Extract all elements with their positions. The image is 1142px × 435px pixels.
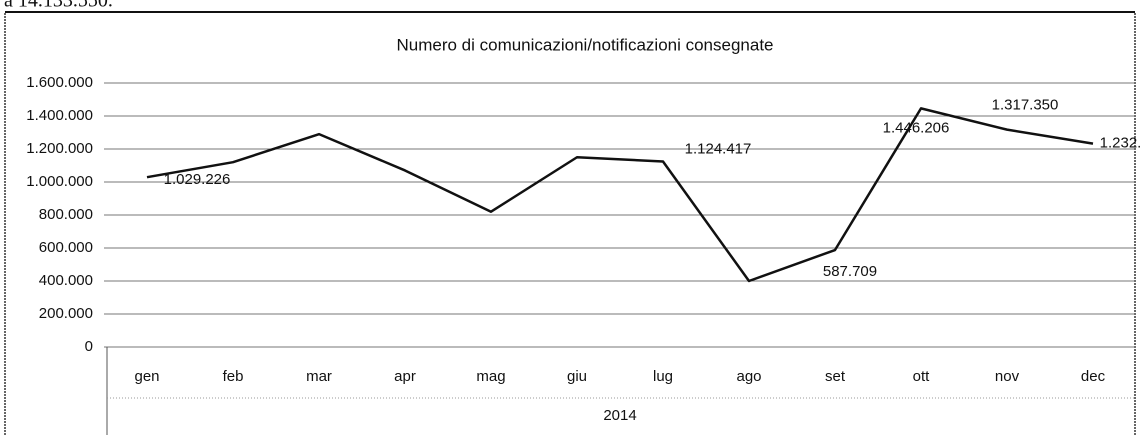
x-tick-label: ago	[736, 368, 761, 385]
data-label: 1.232.723	[1100, 135, 1142, 152]
y-tick-label: 0	[85, 338, 93, 355]
x-tick-label: apr	[394, 368, 416, 385]
y-tick-label: 1.000.000	[26, 173, 93, 190]
y-tick-label: 800.000	[39, 206, 93, 223]
x-tick-label: set	[825, 368, 846, 385]
data-label: 1.446.206	[883, 119, 950, 136]
x-tick-label: gen	[134, 368, 159, 385]
y-tick-label: 400.000	[39, 272, 93, 289]
data-label: 587.709	[823, 263, 877, 280]
x-tick-label: lug	[653, 368, 673, 385]
y-tick-label: 1.200.000	[26, 140, 93, 157]
x-axis-label: 2014	[603, 407, 636, 424]
y-tick-label: 1.600.000	[26, 74, 93, 91]
x-tick-label: nov	[995, 368, 1020, 385]
x-tick-label: ott	[913, 368, 931, 385]
x-tick-label: feb	[223, 368, 244, 385]
x-tick-label: dec	[1081, 368, 1106, 385]
data-label: 1.317.350	[992, 97, 1059, 114]
y-tick-label: 600.000	[39, 239, 93, 256]
x-tick-label: mag	[476, 368, 505, 385]
y-tick-label: 1.400.000	[26, 107, 93, 124]
x-tick-label: giu	[567, 368, 587, 385]
line-series	[146, 107, 1094, 283]
data-label: 1.124.417	[685, 140, 752, 157]
chart-title: Numero di comunicazioni/notificazioni co…	[396, 35, 773, 54]
header-text: a 14.133.550.	[4, 0, 113, 12]
y-tick-label: 200.000	[39, 305, 93, 322]
data-label: 1.029.226	[164, 171, 231, 188]
x-tick-label: mar	[306, 368, 332, 385]
